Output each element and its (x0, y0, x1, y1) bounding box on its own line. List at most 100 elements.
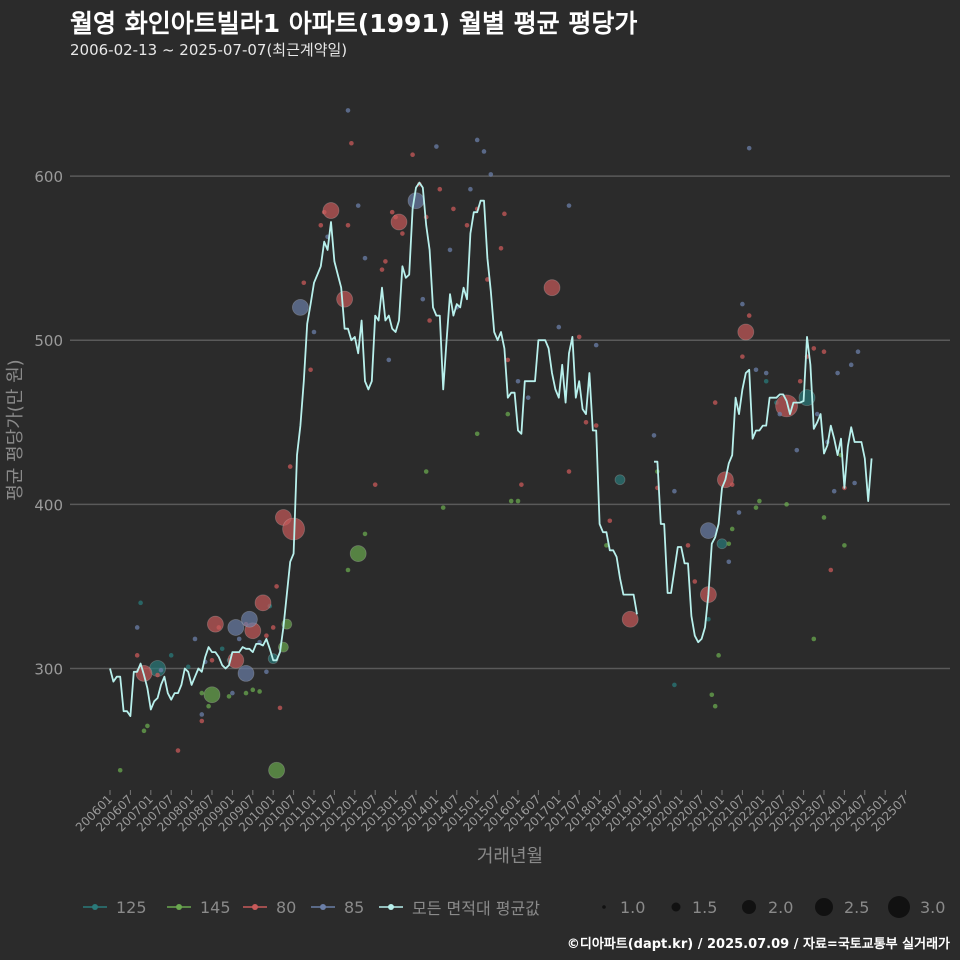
point-85 (593, 342, 599, 348)
y-axis-ticks: 300 400 500 600 (34, 168, 63, 678)
point-145 (199, 690, 205, 696)
point-80 (254, 594, 272, 612)
point-145 (423, 469, 429, 474)
legend-label: 125 (116, 897, 147, 917)
point-85 (386, 357, 392, 363)
point-85 (230, 690, 235, 696)
legend-label: 80 (276, 897, 297, 917)
point-145 (268, 761, 286, 779)
point-145 (362, 531, 368, 537)
point-80 (740, 354, 745, 359)
y-tick-label: 500 (34, 332, 63, 350)
point-80 (502, 211, 507, 217)
legend-size-2: 2.0 (738, 895, 793, 919)
point-145 (226, 694, 232, 699)
point-80 (383, 259, 388, 264)
point-85 (362, 255, 368, 261)
legend-size-label: 3.0 (920, 897, 946, 917)
y-tick-label: 400 (34, 496, 63, 514)
point-85 (158, 667, 164, 673)
y-tick-label: 300 (34, 660, 63, 678)
point-80 (692, 579, 698, 584)
point-85 (700, 522, 717, 540)
size-key-icon (815, 898, 833, 916)
point-85 (227, 619, 245, 636)
point-80 (498, 245, 504, 251)
point-80 (274, 584, 279, 589)
point-85 (794, 447, 800, 453)
point-80 (729, 482, 735, 487)
point-85 (345, 108, 351, 113)
point-80 (543, 279, 561, 297)
point-85 (852, 480, 857, 486)
legend-key-icon (311, 904, 335, 910)
legend-size-1: 1.0 (596, 895, 645, 919)
average-line-group (109, 181, 873, 717)
point-85 (311, 329, 317, 335)
point-145 (726, 541, 732, 547)
legend-size-3: 3.0 (886, 895, 945, 919)
point-85 (848, 362, 854, 368)
point-145 (842, 543, 847, 548)
point-145 (712, 703, 718, 709)
point-85 (556, 324, 562, 330)
point-80 (308, 367, 313, 373)
point-80 (318, 223, 324, 228)
point-125 (185, 664, 191, 670)
point-80 (607, 518, 613, 524)
point-145 (345, 567, 351, 573)
point-80 (685, 543, 691, 548)
point-80 (277, 705, 283, 711)
point-80 (206, 615, 224, 633)
legend-size-label: 1.0 (620, 897, 646, 917)
point-80 (576, 334, 582, 340)
point-85 (236, 636, 242, 642)
legend-key-icon (83, 904, 107, 910)
point-125 (138, 600, 143, 606)
point-85 (566, 203, 572, 208)
scatter-points (117, 108, 861, 779)
point-80 (372, 482, 378, 487)
point-85 (474, 137, 480, 143)
point-85 (746, 145, 752, 151)
average-line (109, 181, 638, 717)
point-125 (168, 653, 174, 658)
legend-key-icon (243, 904, 267, 910)
point-145 (729, 526, 735, 532)
legend-item-average: 모든 면적대 평균값 (378, 895, 540, 919)
point-80 (345, 223, 351, 228)
point-80 (270, 625, 276, 630)
legend-item-85: 85 (310, 895, 364, 919)
legend-size-label: 2.5 (844, 897, 870, 917)
point-85 (420, 296, 426, 302)
legend-item-145: 145 (166, 895, 231, 919)
point-85 (488, 172, 494, 177)
point-145 (757, 498, 762, 504)
point-80 (264, 633, 269, 638)
point-80 (737, 323, 755, 341)
point-85 (264, 669, 269, 675)
point-145 (716, 653, 721, 658)
point-80 (427, 318, 432, 323)
point-80 (155, 672, 160, 678)
point-85 (855, 349, 861, 354)
legend-size-1-5: 1.5 (668, 895, 717, 919)
legend: 125 145 80 85 모든 면적대 평균값 1.0 1.5 2.0 2.5… (82, 895, 952, 919)
point-145 (811, 636, 817, 642)
point-85 (355, 203, 361, 208)
point-80 (451, 206, 456, 212)
point-125 (716, 538, 728, 550)
point-145 (709, 692, 715, 698)
point-80 (400, 231, 405, 236)
point-80 (216, 625, 222, 630)
point-145 (243, 690, 249, 696)
point-85 (515, 378, 521, 384)
point-145 (821, 515, 827, 520)
average-line (654, 335, 873, 644)
point-85 (468, 186, 473, 192)
point-80 (712, 400, 718, 405)
point-85 (407, 192, 425, 210)
legend-item-125: 125 (82, 895, 147, 919)
point-80 (519, 482, 524, 487)
